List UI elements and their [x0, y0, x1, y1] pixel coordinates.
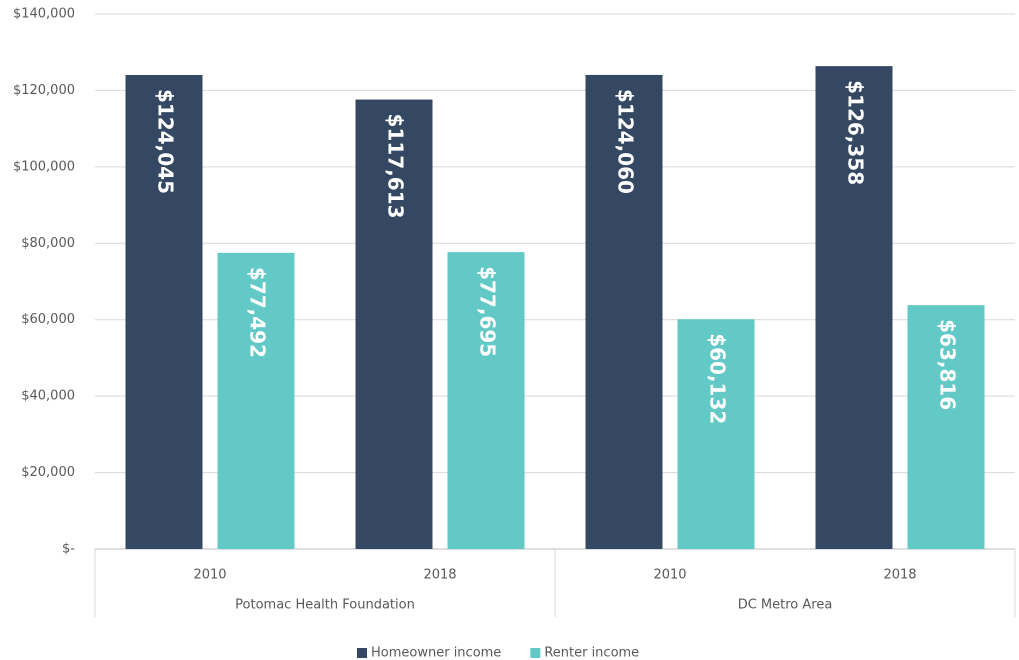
- y-tick-label: $-: [62, 542, 75, 557]
- y-tick-label: $140,000: [13, 7, 75, 22]
- data-label: $77,492: [246, 267, 270, 358]
- x-tick-label: 2018: [423, 568, 456, 583]
- bar: [125, 74, 203, 550]
- x-tick-label: 2018: [883, 568, 916, 583]
- bar: [447, 252, 525, 549]
- y-tick-label: $100,000: [13, 159, 75, 174]
- y-tick-label: $120,000: [13, 83, 75, 98]
- group-label: Potomac Health Foundation: [235, 598, 415, 613]
- bar: [907, 305, 985, 549]
- y-tick-label: $60,000: [21, 312, 75, 327]
- group-label: DC Metro Area: [738, 598, 833, 613]
- data-label: $124,060: [614, 89, 638, 194]
- bar: [677, 319, 755, 549]
- data-label: $60,132: [706, 333, 730, 424]
- legend-label: Renter income: [544, 646, 639, 660]
- y-tick-label: $20,000: [21, 465, 75, 480]
- bar: [217, 252, 295, 549]
- x-tick-label: 2010: [653, 568, 686, 583]
- bar: [815, 66, 893, 549]
- data-label: $126,358: [844, 80, 868, 185]
- data-label: $77,695: [476, 266, 500, 357]
- data-label: $117,613: [384, 114, 408, 219]
- legend-swatch: [357, 648, 367, 658]
- legend-label: Homeowner income: [371, 646, 501, 660]
- y-tick-label: $80,000: [21, 236, 75, 251]
- legend-swatch: [530, 648, 541, 658]
- x-tick-label: 2010: [193, 568, 226, 583]
- bar: [355, 99, 433, 549]
- y-tick-label: $40,000: [21, 389, 75, 404]
- data-label: $124,045: [154, 89, 178, 194]
- bar: [585, 74, 663, 549]
- data-label: $63,816: [936, 319, 960, 410]
